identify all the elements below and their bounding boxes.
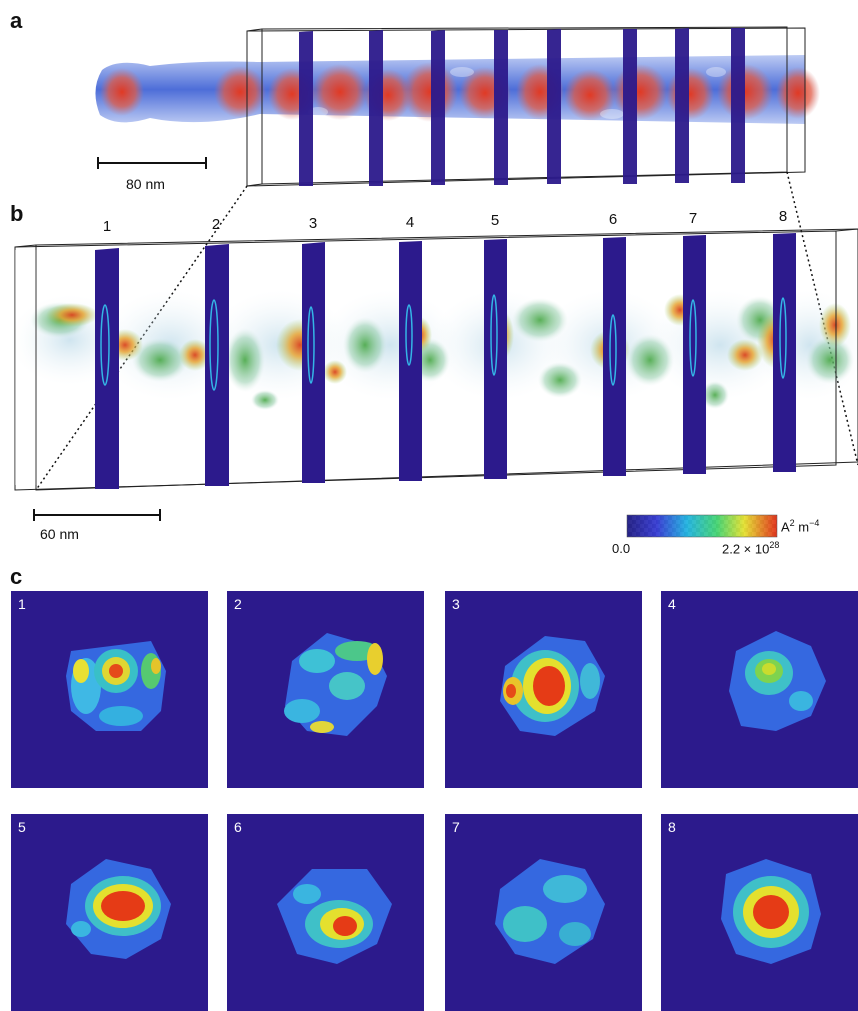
panel-a-scale-bar [97,157,207,169]
density-map [500,636,605,736]
panel-b-letter: b [10,201,24,226]
tile-number: 1 [18,596,26,612]
colorbar [626,514,778,538]
edge-fade [15,250,65,485]
slice-number-labels: 1 2 3 4 5 6 7 8 [103,208,787,235]
cross-section-tile-1: 1 [11,591,208,788]
colorbar-max-base: 2.2 × 10 [722,541,770,557]
density-map [66,859,171,959]
panel-a-slice-planes [299,28,745,186]
slice-number: 8 [779,208,787,225]
slice-number: 2 [212,216,220,233]
unit-exp2: −4 [809,518,820,528]
tile-number: 6 [234,819,242,835]
volume-render-figure: 1 2 3 4 5 6 7 8 [10,26,858,538]
cross-section-tile-5: 5 [11,814,208,1011]
density-map [729,631,826,731]
density-map [284,633,387,736]
tile-number: 4 [668,596,676,612]
colorbar-max-exp: 28 [769,540,780,550]
slice-number: 5 [491,212,499,229]
slice-number: 3 [309,215,317,232]
tile-number: 3 [452,596,460,612]
tile-number: 8 [668,819,676,835]
unit-exp1: 2 [789,518,795,528]
cross-section-tile-4: 4 [661,591,858,788]
slice-number: 4 [406,214,414,231]
panel-b-scale-label: 60 nm [40,526,79,542]
panel-c-letter: c [10,564,23,589]
tile-number: 7 [452,819,460,835]
density-map [66,641,166,731]
cross-section-tile-3: 3 [445,591,642,788]
density-map [277,869,392,964]
panel-b-scale-bar [33,509,161,521]
slice-number: 6 [609,211,617,228]
unit-base: A [781,519,790,535]
panel-b-slice-planes [95,233,796,489]
colorbar-max: 2.2 × 1028 [722,540,779,556]
density-map [495,859,605,964]
colorbar-unit: A2 m−4 [781,518,819,534]
slice-number: 7 [689,210,697,227]
cross-section-tile-2: 2 [227,591,424,788]
tile-number: 2 [234,596,242,612]
cross-section-tile-8: 8 [661,814,858,1011]
cross-section-tile-7: 7 [445,814,642,1011]
colorbar-min: 0.0 [612,541,631,556]
nanowire-3d-render [95,55,820,124]
volume-density-render [10,290,858,410]
cross-section-tile-6: 6 [227,814,424,1011]
unit-mid: m [794,519,810,535]
density-map [721,859,821,964]
panel-a-scale-label: 80 nm [126,176,165,192]
tile-number: 5 [18,819,26,835]
slice-number: 1 [103,218,111,235]
panel-a-letter: a [10,8,23,33]
